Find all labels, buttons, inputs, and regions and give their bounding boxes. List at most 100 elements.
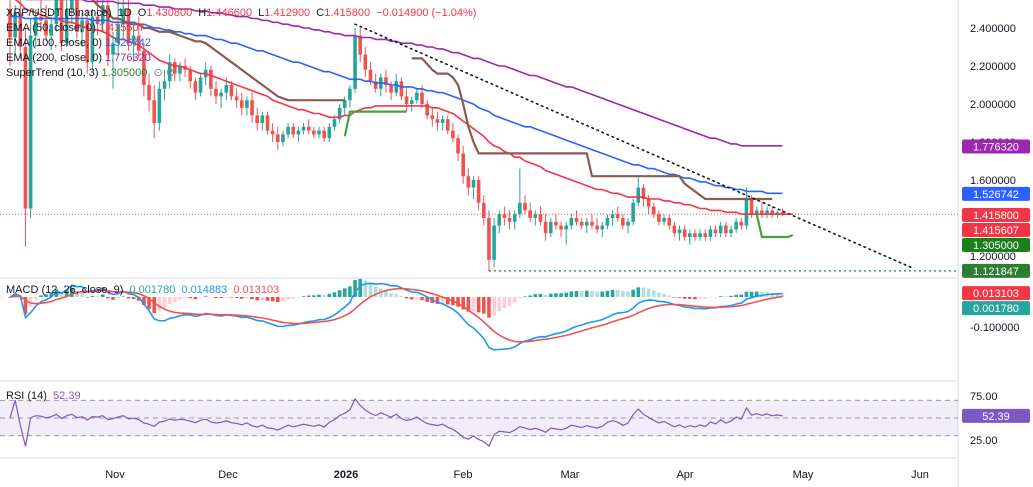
price-axis-tick: 2.000000 <box>970 99 1016 111</box>
macd-tag: 0.013103 <box>962 286 1030 301</box>
macd-histogram-bar <box>276 297 280 303</box>
macd-histogram-bar <box>456 297 460 307</box>
macd-signal-value: 0.013103 <box>233 284 280 296</box>
candle-body <box>106 5 110 55</box>
macd-histogram-bar <box>80 292 84 297</box>
macd-histogram-bar <box>358 278 362 297</box>
rsi-legend[interactable]: RSI (14) 52.39 <box>6 389 84 403</box>
candle-body <box>322 130 326 139</box>
macd-histogram-bar <box>677 297 682 298</box>
supertrend-bearish-line <box>91 0 773 201</box>
ema50-legend[interactable]: EMA (50, close, 0) 1.415607 <box>6 21 148 35</box>
macd-histogram-bar <box>75 290 79 297</box>
macd-histogram-bar <box>409 297 414 300</box>
candle-body <box>265 115 270 131</box>
macd-histogram-bar <box>353 280 357 297</box>
candle-body <box>456 138 460 154</box>
macd-histogram-bar <box>651 290 656 297</box>
macd-histogram-bar <box>111 297 115 300</box>
candle-body <box>404 96 409 104</box>
macd-histogram-bar <box>760 292 764 297</box>
macd-histogram-bar <box>23 297 28 315</box>
macd-histogram-bar <box>121 296 126 297</box>
macd-histogram-bar <box>178 297 182 300</box>
candle-body <box>337 107 342 120</box>
macd-histogram-bar <box>682 297 687 299</box>
ema200-legend[interactable]: EMA (200, close, 0) 1.776320 <box>6 51 154 65</box>
macd-histogram-bar <box>332 292 337 297</box>
open-value: 1.430800 <box>146 7 193 19</box>
price-tag-label: 1.305000 <box>973 240 1019 252</box>
macd-histogram-bar <box>775 293 780 297</box>
macd-axis-tick: -0.100000 <box>970 322 1020 334</box>
candle-body <box>342 100 347 108</box>
candle-body <box>389 85 393 93</box>
candle-body <box>430 115 435 120</box>
candle-body <box>198 77 203 93</box>
macd-histogram-bar <box>229 297 234 298</box>
candle-body <box>54 0 59 25</box>
macd-histogram-bar <box>363 280 368 297</box>
macd-histogram-bar <box>543 294 548 297</box>
macd-histogram-bar <box>466 297 471 312</box>
macd-histogram-bar <box>322 294 326 297</box>
candle-body <box>33 16 38 36</box>
macd-histogram-bar <box>239 297 244 299</box>
macd-legend[interactable]: MACD (12, 26, close, 9) 0.001780 0.01488… <box>6 283 282 297</box>
macd-histogram-bar <box>523 296 527 298</box>
candle-body <box>394 81 399 93</box>
price-tag-label: 1.121847 <box>973 266 1019 278</box>
macd-histogram-bar <box>641 287 646 297</box>
candle-body <box>600 225 605 230</box>
ema200-label: EMA (200, close, 0) <box>6 52 102 64</box>
macd-histogram-bar <box>224 297 229 298</box>
candle-body <box>8 9 12 38</box>
time-axis-tick: Nov <box>105 469 125 481</box>
time-axis-tick: Dec <box>218 469 238 481</box>
macd-histogram-bar <box>245 297 249 299</box>
time-axis-tick: May <box>793 469 814 481</box>
candle-body <box>641 187 646 199</box>
trendline <box>354 23 913 269</box>
candle-body <box>512 214 517 222</box>
candle-body <box>754 210 759 215</box>
candle-body <box>162 81 167 89</box>
supertrend-label: SuperTrend (10, 3) <box>6 67 99 79</box>
macd-histogram-bar <box>610 289 615 297</box>
candle-body <box>214 88 218 97</box>
macd-histogram-bar <box>698 297 702 299</box>
macd-histogram-bar <box>631 289 635 297</box>
macd-histogram-bar <box>497 297 502 312</box>
candle-body <box>270 130 275 135</box>
macd-histogram-bar <box>59 291 64 297</box>
macd-histogram-bar <box>100 294 105 297</box>
candle-body <box>224 85 229 93</box>
price-tag-bg <box>962 186 1030 201</box>
candle-body <box>327 126 332 139</box>
candle-body <box>543 221 548 234</box>
candle-body <box>100 5 105 25</box>
candle-body <box>528 210 532 218</box>
ema100-legend[interactable]: EMA (100, close, 0) 1.526742 <box>6 36 154 50</box>
candle-body <box>415 92 419 101</box>
symbol-name: XRP/USDT (Binance) <box>6 7 112 19</box>
macd-histogram-bar <box>70 287 74 297</box>
candle-body <box>729 229 733 234</box>
price-tag-bg <box>962 263 1030 278</box>
low-value: 1.412900 <box>264 7 311 19</box>
candle-body <box>440 119 445 123</box>
macd-histogram-bar <box>626 291 630 297</box>
macd-histogram-bar <box>131 297 136 299</box>
price-tag: 1.121847 <box>962 263 1030 278</box>
candle-body <box>425 104 429 116</box>
eye-icon[interactable]: ⊙ <box>153 67 163 79</box>
candle-body <box>476 180 481 203</box>
candle-body <box>605 218 610 226</box>
settings-icon[interactable]: ⊘ <box>165 67 175 79</box>
macd-histogram-bar <box>342 288 347 297</box>
supertrend-legend[interactable]: SuperTrend (10, 3) 1.305000 ⊙ ⊘ <box>6 66 178 80</box>
candle-body <box>157 88 162 123</box>
time-axis-tick: Mar <box>561 469 580 481</box>
candle-body <box>523 202 527 211</box>
